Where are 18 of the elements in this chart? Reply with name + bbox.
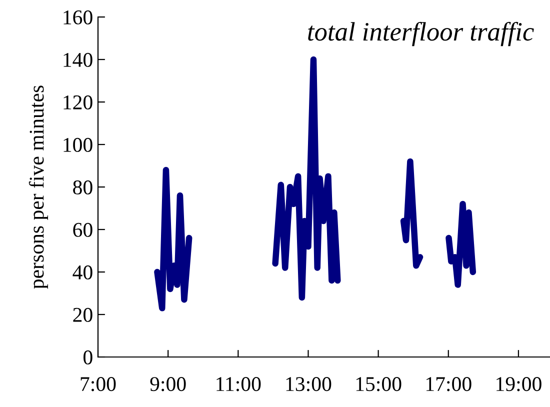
y-tick-label: 100 xyxy=(64,138,92,152)
chart-title: total interfloor traffic xyxy=(308,22,534,46)
y-tick-label: 80 xyxy=(73,180,92,194)
x-tick-label: 9:00 xyxy=(150,377,186,392)
x-tick-label: 17:00 xyxy=(426,377,472,392)
x-tick-label: 7:00 xyxy=(80,377,116,392)
y-tick-label: 20 xyxy=(73,308,92,322)
x-tick-label: 15:00 xyxy=(356,377,402,392)
y-tick-label: 160 xyxy=(64,10,92,24)
y-tick-label: 140 xyxy=(64,52,92,67)
x-tick-label: 19:00 xyxy=(496,377,542,392)
y-tick-label: 60 xyxy=(73,222,92,237)
y-tick-label: 0 xyxy=(84,350,92,364)
y-axis-title: persons per five minutes xyxy=(28,86,48,289)
x-tick-label: 13:00 xyxy=(286,377,332,392)
y-tick-label: 120 xyxy=(64,95,92,110)
x-tick-label: 11:00 xyxy=(216,377,261,392)
y-tick-label: 40 xyxy=(72,265,92,280)
